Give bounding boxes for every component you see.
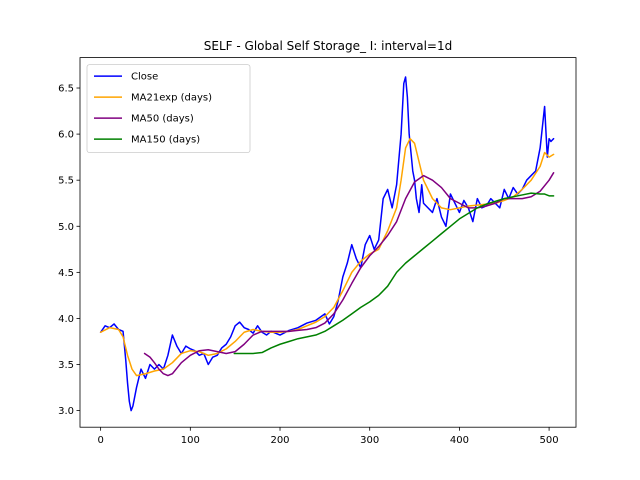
y-tick-label: 6.5 [58,84,74,95]
x-tick-label: 400 [450,435,469,446]
x-tick-label: 300 [360,435,379,446]
series-line-2 [143,172,555,377]
legend-label: Close [131,72,158,83]
y-tick-label: 3.0 [58,406,74,417]
legend: Close MA21exp (days) MA50 (days) MA150 (day… [86,64,251,153]
series-line-1 [99,137,555,377]
x-tick-label: 0 [97,435,103,446]
y-tick-label: 6.0 [58,130,74,141]
y-tick-label: 5.5 [58,176,74,187]
legend-label: MA21exp (days) [131,93,212,104]
x-tick-label: 200 [270,435,289,446]
series-line-3 [233,192,555,355]
y-axis: 3.0 3.5 4.0 4.5 5.0 5.5 6.0 6.5 [58,84,80,417]
x-tick-label: 500 [540,435,559,446]
chart-title: SELF - Global Self Storage_ I: interval=… [204,39,452,53]
y-tick-label: 4.5 [58,268,74,279]
legend-label: MA50 (days) [131,114,194,125]
x-tick-label: 100 [181,435,200,446]
plot-frame [79,57,577,428]
series-layer [99,76,555,412]
y-tick-label: 5.0 [58,222,74,233]
legend-box [86,64,251,153]
y-tick-label: 4.0 [58,314,74,325]
x-axis: 0 100 200 300 400 500 [97,427,559,446]
y-tick-label: 3.5 [58,360,74,371]
legend-label: MA150 (days) [131,135,200,146]
